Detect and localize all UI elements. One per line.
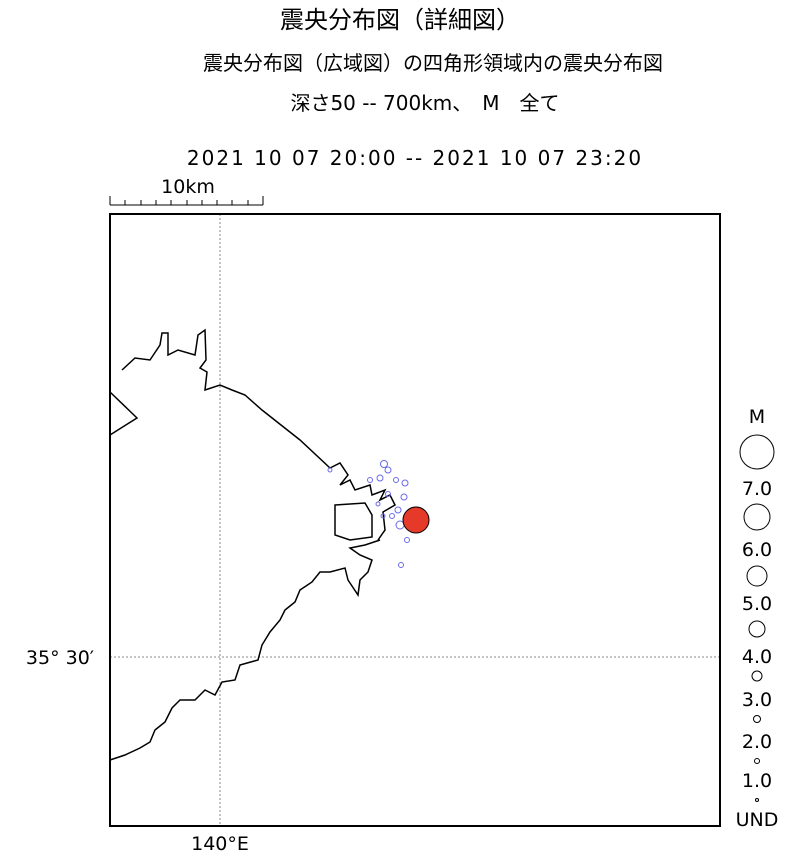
coastline [109,328,396,761]
legend-title: M [749,406,765,428]
legend-label: 7.0 [742,478,772,500]
legend-label: 1.0 [742,770,772,792]
scale-bar [109,196,264,206]
subtitle: 震央分布図（広域図）の四角形領域内の震央分布図 [203,51,663,75]
title: 震央分布図（詳細図） [280,6,520,34]
scale-label: 10km [161,176,215,198]
legend-label: 2.0 [742,731,772,753]
legend-label: 4.0 [742,646,772,668]
epicenters [327,460,410,568]
graticule [110,214,720,826]
map-frame [109,213,721,827]
main-epicenter [402,506,430,534]
legend-symbols [739,434,775,802]
legend-label: 3.0 [742,689,772,711]
legend-label: 5.0 [742,593,772,615]
condition: 深さ50 -- 700km、 M 全て [290,91,559,115]
legend-label: 6.0 [742,539,772,561]
lat-label: 35° 30′ [26,647,94,669]
period: 2021 10 07 20:00 -- 2021 10 07 23:20 [187,146,643,170]
legend-label: UND [736,809,779,831]
lon-label: 140°E [191,833,249,855]
